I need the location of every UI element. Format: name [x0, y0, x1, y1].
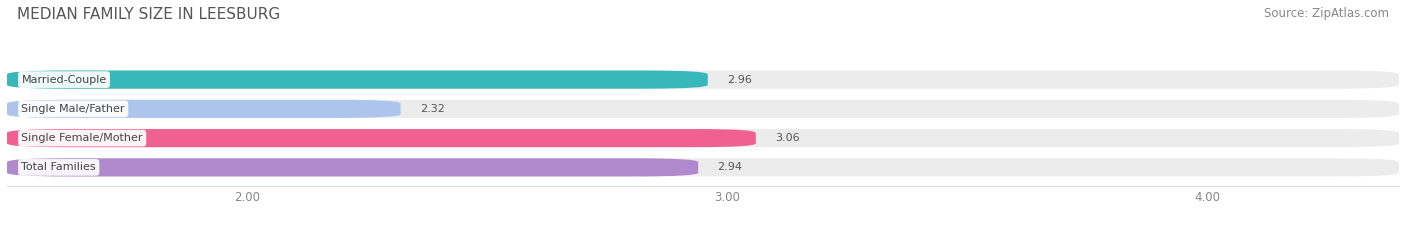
Text: 2.94: 2.94 — [717, 162, 742, 172]
FancyBboxPatch shape — [7, 129, 756, 147]
Text: 3.06: 3.06 — [775, 133, 800, 143]
Text: Married-Couple: Married-Couple — [21, 75, 107, 85]
Text: Source: ZipAtlas.com: Source: ZipAtlas.com — [1264, 7, 1389, 20]
FancyBboxPatch shape — [7, 129, 1399, 147]
Text: MEDIAN FAMILY SIZE IN LEESBURG: MEDIAN FAMILY SIZE IN LEESBURG — [17, 7, 280, 22]
FancyBboxPatch shape — [7, 100, 401, 118]
Text: Total Families: Total Families — [21, 162, 96, 172]
FancyBboxPatch shape — [7, 71, 1399, 89]
Text: 2.32: 2.32 — [420, 104, 444, 114]
FancyBboxPatch shape — [7, 100, 1399, 118]
Text: Single Male/Father: Single Male/Father — [21, 104, 125, 114]
Text: Single Female/Mother: Single Female/Mother — [21, 133, 143, 143]
FancyBboxPatch shape — [7, 158, 1399, 176]
FancyBboxPatch shape — [7, 158, 699, 176]
Text: 2.96: 2.96 — [727, 75, 752, 85]
FancyBboxPatch shape — [7, 71, 707, 89]
